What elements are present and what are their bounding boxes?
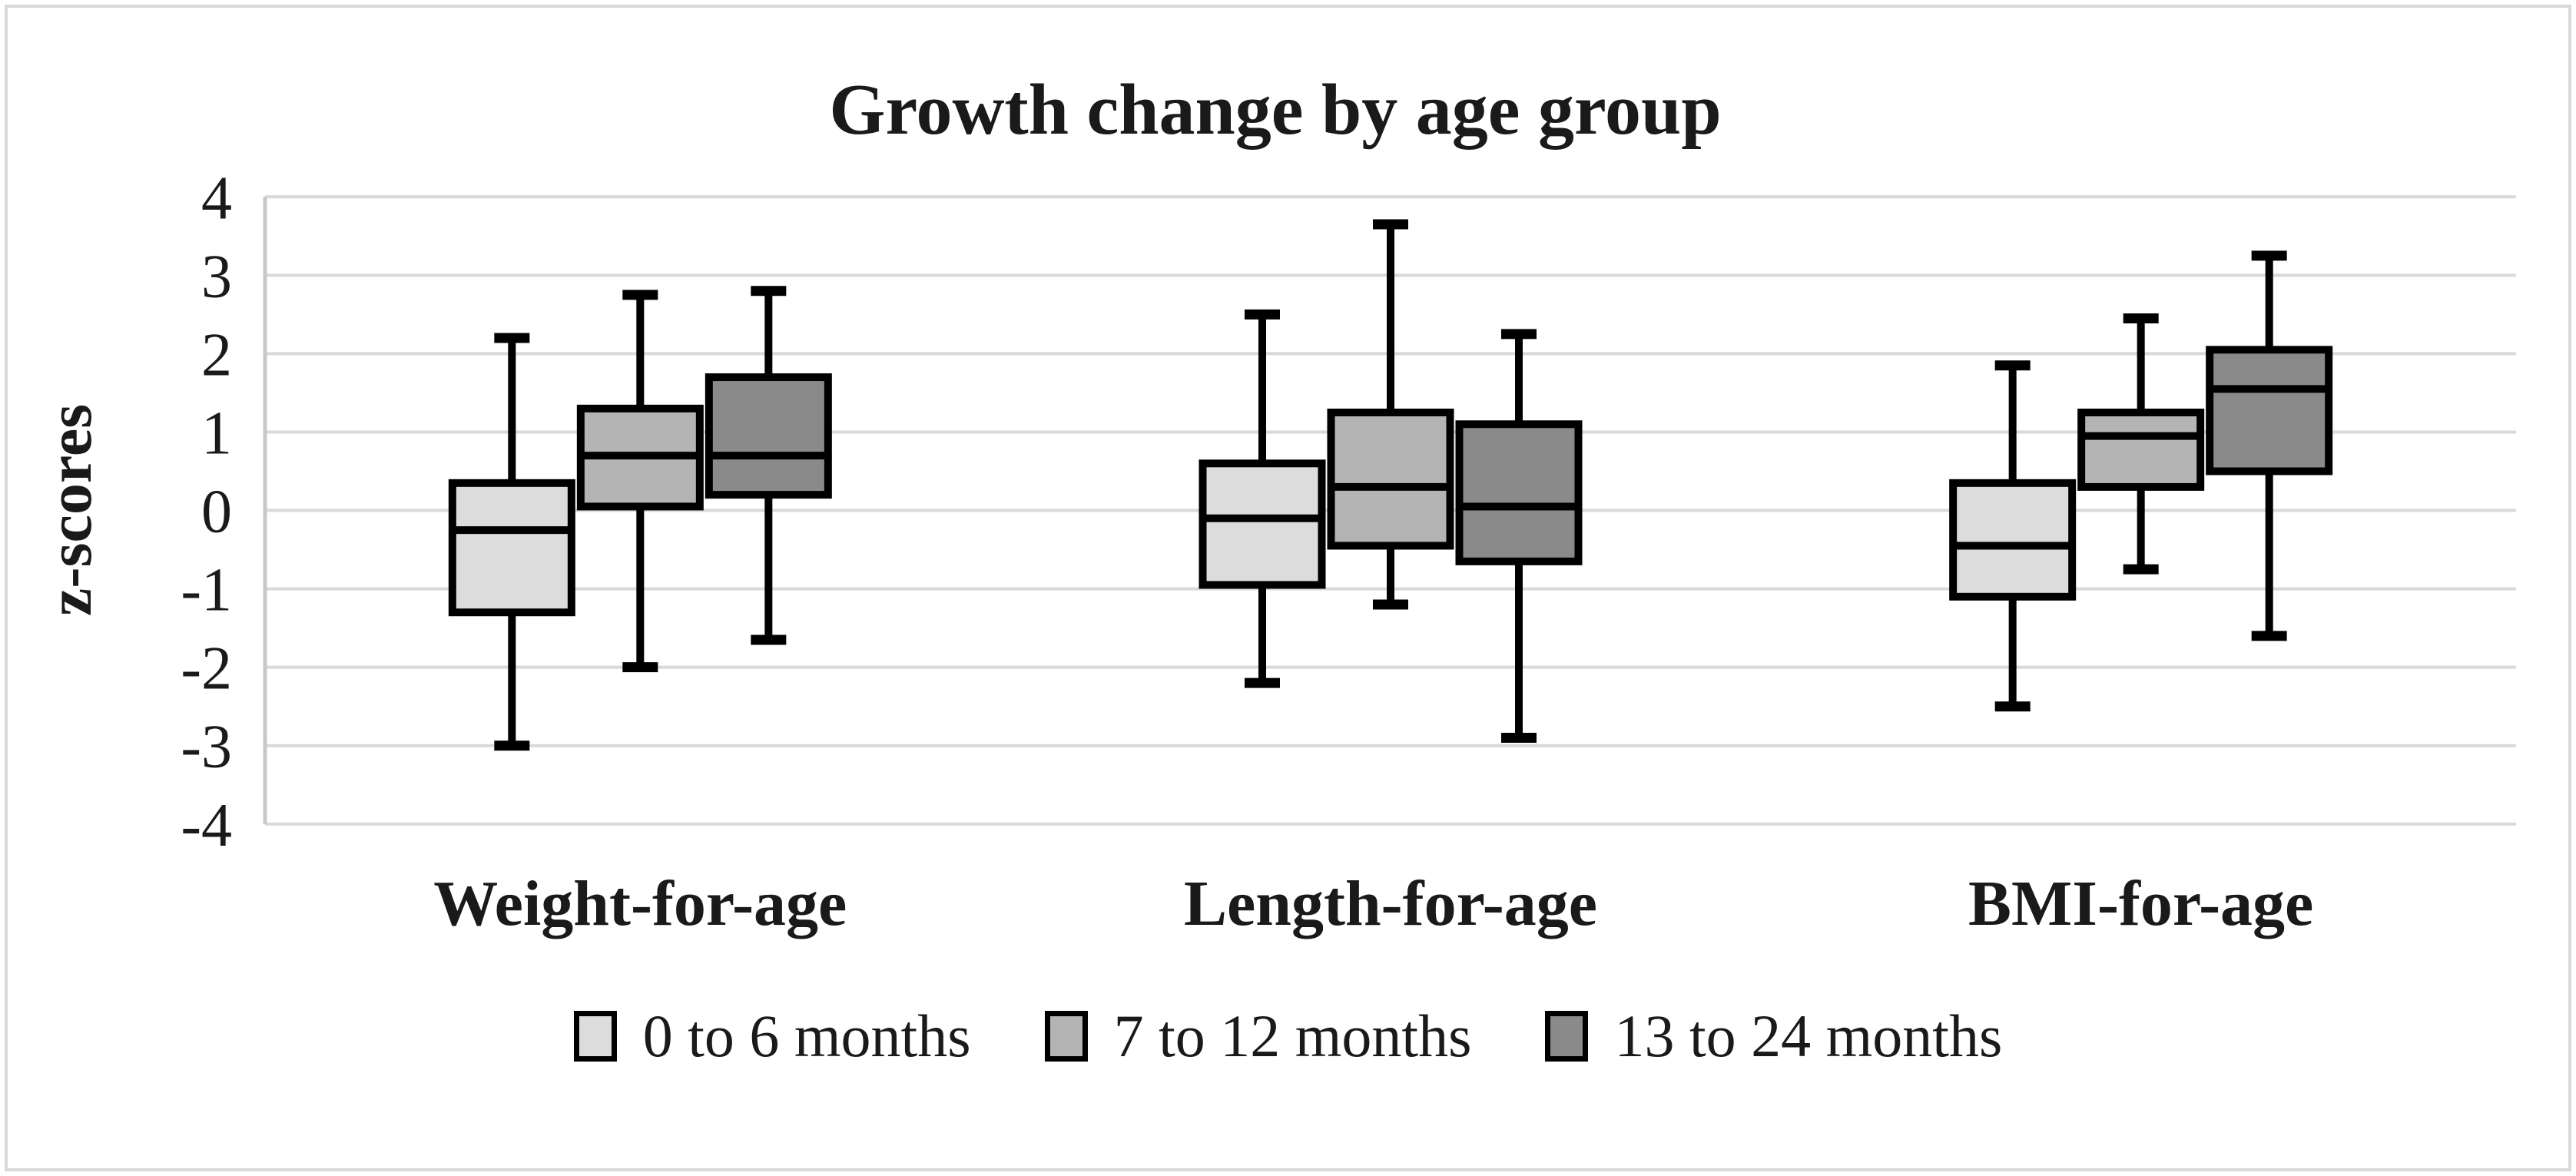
y-tick-label: 3 xyxy=(201,243,232,310)
y-tick-label: 1 xyxy=(201,399,232,467)
x-axis-labels: Weight-for-age Length-for-age BMI-for-age xyxy=(433,868,2313,939)
chart-title: Growth change by age group xyxy=(829,70,1721,150)
y-axis-title: z-scores xyxy=(35,404,104,616)
box xyxy=(1327,408,1454,550)
legend-item: 13 to 24 months xyxy=(1545,1006,2002,1066)
y-tick-label: -3 xyxy=(181,714,232,781)
legend-label: 13 to 24 months xyxy=(1614,1002,2003,1069)
y-tick-label: -1 xyxy=(181,557,232,624)
legend-item: 7 to 12 months xyxy=(1044,1002,1472,1069)
box xyxy=(1949,479,2077,601)
box xyxy=(1198,459,1326,589)
x-category-label: Length-for-age xyxy=(1184,868,1597,939)
x-category-label: BMI-for-age xyxy=(1968,868,2313,939)
y-tick-label: -2 xyxy=(181,635,232,703)
y-tick-label: -4 xyxy=(181,792,232,860)
x-category-label: Weight-for-age xyxy=(433,868,847,939)
box xyxy=(705,373,832,499)
legend-label: 0 to 6 months xyxy=(642,1002,971,1069)
y-tick-label: 4 xyxy=(201,164,232,232)
legend-swatch xyxy=(573,1011,617,1062)
box xyxy=(1455,420,1583,565)
box xyxy=(2077,408,2205,491)
plot-area xyxy=(448,219,2333,751)
box xyxy=(448,479,575,617)
box xyxy=(2206,346,2333,475)
legend-item: 0 to 6 months xyxy=(573,1002,971,1069)
legend-swatch xyxy=(1044,1011,1088,1062)
legend-label: 7 to 12 months xyxy=(1113,1002,1472,1069)
y-tick-label: 0 xyxy=(201,479,232,546)
y-tick-label: 2 xyxy=(201,321,232,389)
y-axis-ticks: 4 3 2 1 0 -1 -2 -3 -4 xyxy=(181,164,232,860)
legend-swatch xyxy=(1545,1011,1589,1062)
legend: 0 to 6 months 7 to 12 months 13 to 24 mont… xyxy=(0,1006,2576,1066)
